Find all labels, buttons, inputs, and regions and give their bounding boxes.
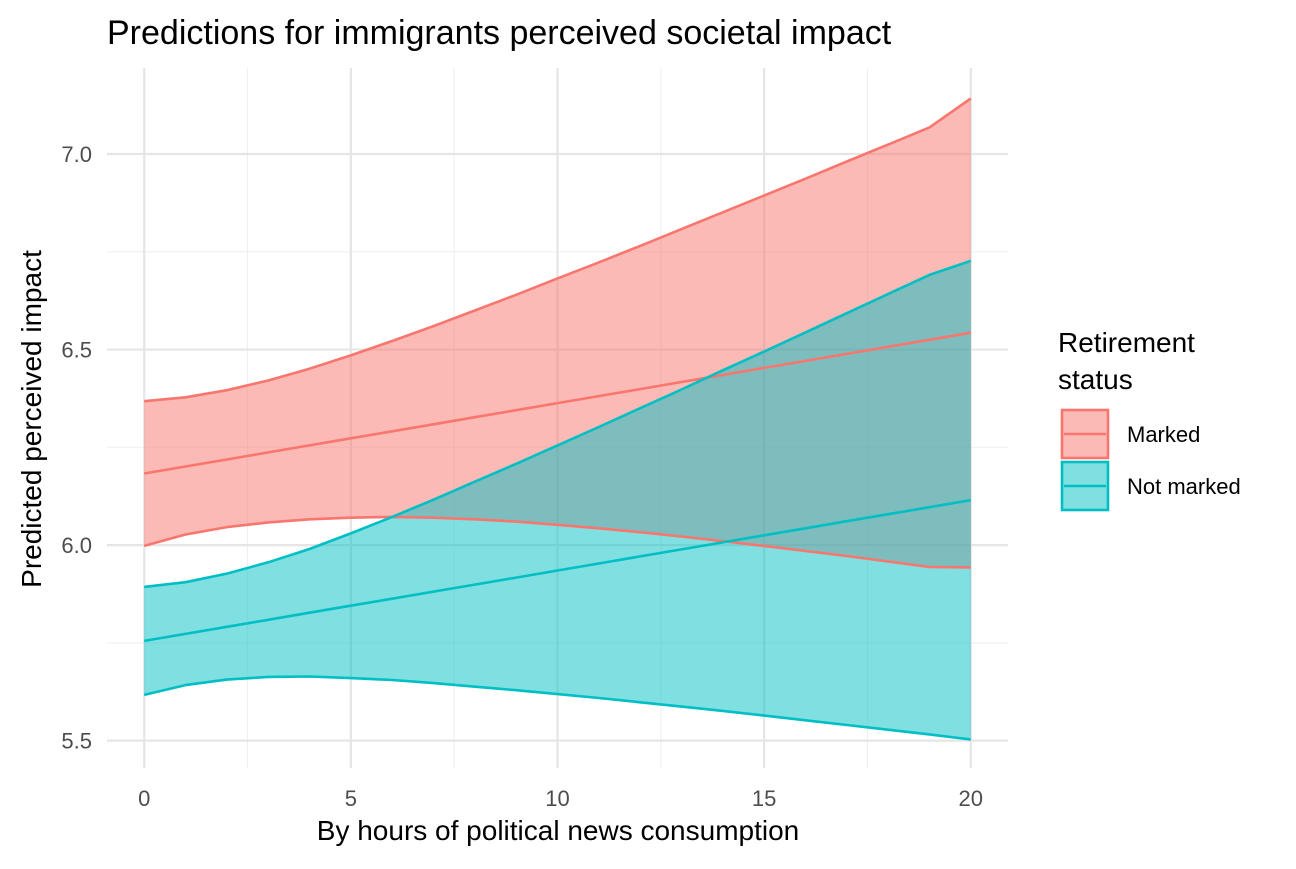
line-marked-fit	[143, 331, 972, 475]
legend-title-line-2: status	[1058, 364, 1133, 395]
line-not-marked-fit	[143, 498, 972, 643]
legend-item-marked: Marked	[1060, 408, 1200, 460]
x-tick-label: 5	[345, 786, 357, 811]
x-tick-label: 15	[752, 786, 776, 811]
confidence-ribbons	[144, 98, 971, 740]
legend-items: Marked Not marked	[1060, 408, 1241, 512]
ribbon-not-marked	[144, 260, 971, 740]
legend-item-not-marked: Not marked	[1060, 460, 1241, 512]
line-marked-lower	[143, 515, 971, 569]
y-tick-label: 5.5	[61, 729, 92, 754]
axis-tick-labels: 0 5 10 15 20 5.5 6.0 6.5 7.0	[61, 142, 983, 811]
x-tick-label: 20	[959, 786, 983, 811]
y-tick-label: 7.0	[61, 142, 92, 167]
y-axis-title: Predicted perceived impact	[16, 250, 47, 588]
legend-title: Retirement	[1058, 327, 1195, 358]
series-lines	[143, 97, 972, 741]
line-marked-upper	[144, 97, 972, 403]
legend-label-marked: Marked	[1127, 422, 1200, 447]
legend: Retirement status Marked Not marked	[1058, 327, 1241, 512]
y-tick-label: 6.5	[61, 338, 92, 363]
y-tick-label: 6.0	[61, 533, 92, 558]
line-not-marked-upper	[144, 259, 972, 589]
line-not-marked-lower	[143, 675, 971, 741]
x-tick-label: 0	[138, 786, 150, 811]
legend-label-not-marked: Not marked	[1127, 474, 1241, 499]
x-tick-label: 10	[545, 786, 569, 811]
x-axis-title: By hours of political news consumption	[317, 815, 799, 846]
chart-title: Predictions for immigrants perceived soc…	[107, 14, 892, 52]
